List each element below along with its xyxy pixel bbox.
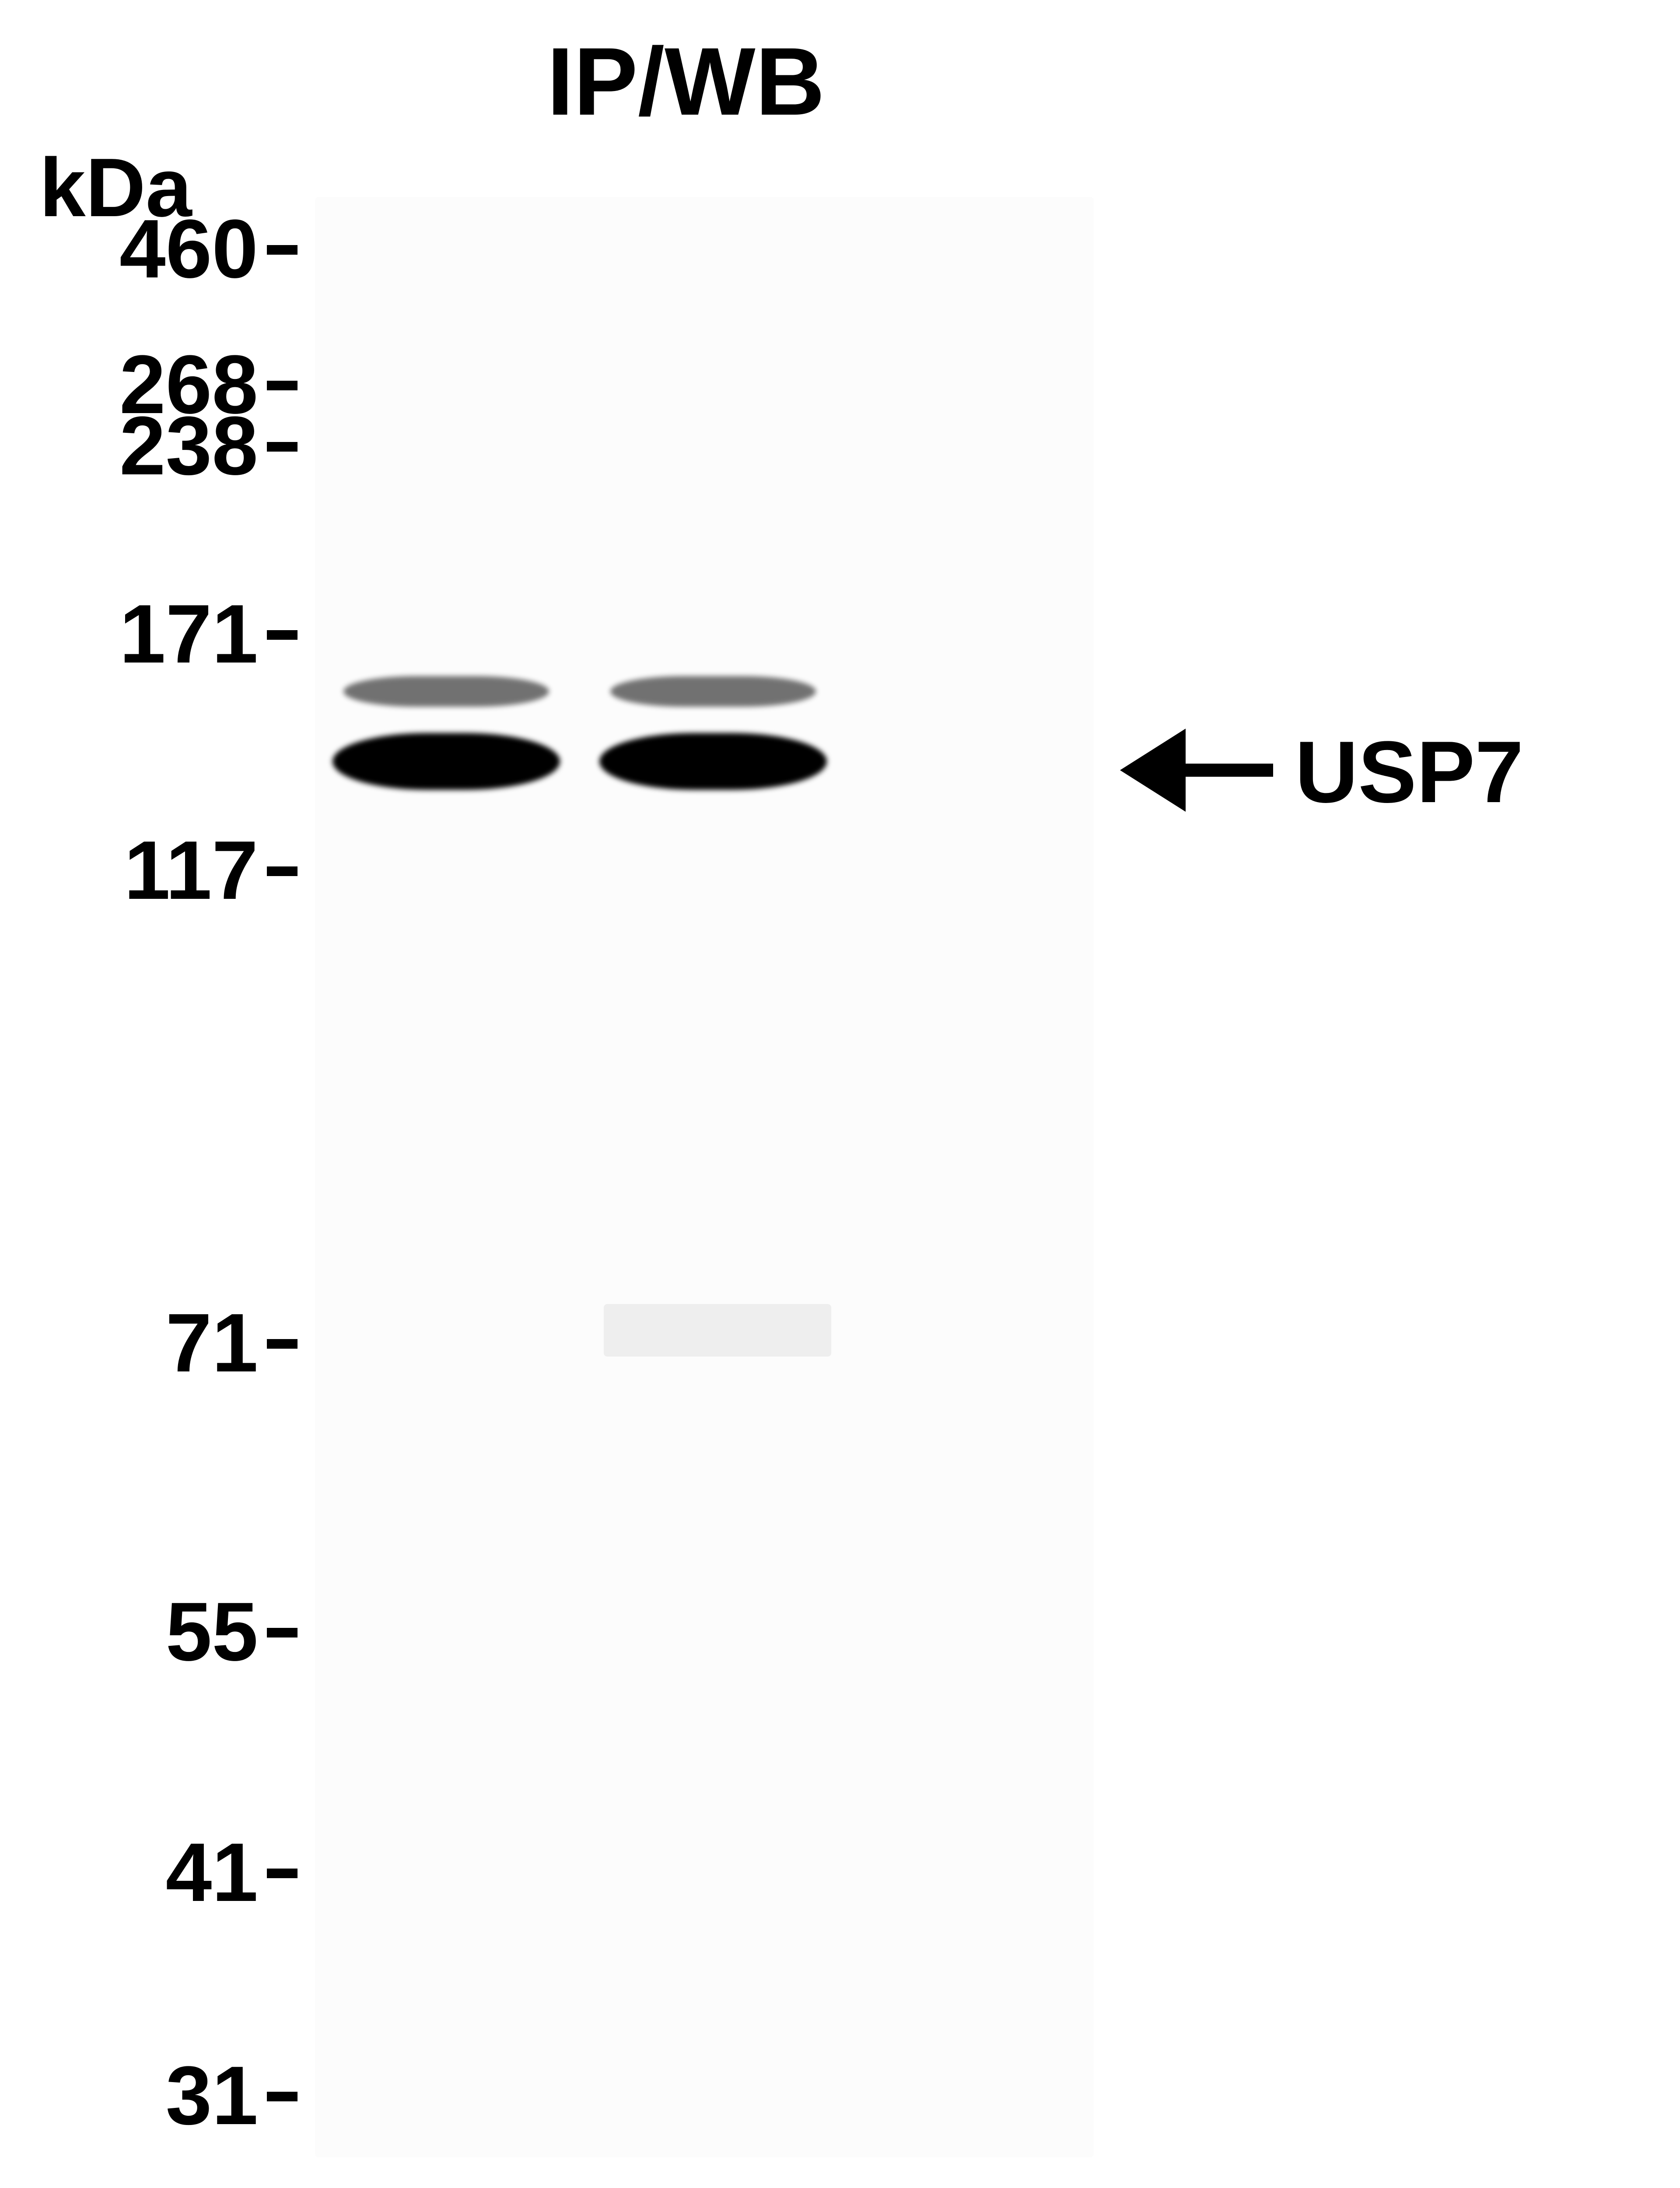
ladder-tick-label: 41 <box>39 1825 258 1920</box>
arrow-shaft <box>1181 764 1273 777</box>
western-blot-figure: IP/WB kDa 460 268 238 171 117 71 55 41 3… <box>0 0 1680 2188</box>
blot-band-light <box>343 676 549 707</box>
membrane-background <box>315 197 1094 2157</box>
ladder-tick-label: 55 <box>39 1584 258 1680</box>
ladder-tick-label: 238 <box>39 398 258 494</box>
ladder-tick-dash <box>267 1339 298 1349</box>
ladder-tick-label: 460 <box>39 201 258 297</box>
ladder-tick-dash <box>267 381 298 390</box>
ladder-tick-label: 71 <box>39 1295 258 1391</box>
ladder-tick-dash <box>267 1628 298 1637</box>
ladder-tick-dash <box>267 442 298 452</box>
blot-band-main <box>599 733 827 790</box>
blot-membrane <box>306 188 1102 2166</box>
ladder-tick-label: 117 <box>39 823 258 918</box>
ladder-tick-label: 31 <box>39 2048 258 2143</box>
ladder-tick-dash <box>267 630 298 640</box>
target-protein-label: USP7 <box>1295 722 1523 823</box>
ladder-tick-dash <box>267 1869 298 1878</box>
ladder-tick-label: 171 <box>39 586 258 682</box>
blot-band-light <box>610 676 816 707</box>
blot-inner <box>306 188 1102 2166</box>
ladder-tick-dash <box>267 866 298 876</box>
faint-band <box>604 1304 831 1357</box>
blot-band-main <box>332 733 560 790</box>
ladder-tick-dash <box>267 2092 298 2101</box>
ladder-tick-dash <box>267 245 298 255</box>
figure-header: IP/WB <box>547 26 825 137</box>
arrow-left-icon <box>1120 729 1186 812</box>
